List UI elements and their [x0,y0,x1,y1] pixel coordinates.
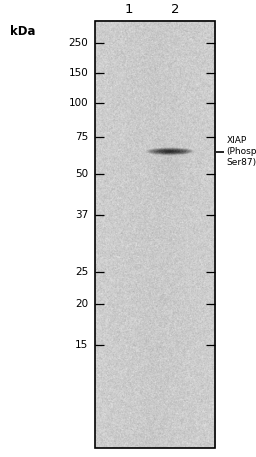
Text: 15: 15 [75,340,88,350]
Text: kDa: kDa [10,25,36,38]
Text: 100: 100 [69,98,88,108]
Bar [95,21,215,448]
Text: 25: 25 [75,267,88,277]
Text: 2: 2 [171,3,180,16]
Text: 20: 20 [75,299,88,309]
Text: 75: 75 [75,132,88,142]
Text: 250: 250 [69,38,88,48]
Text: 150: 150 [69,68,88,78]
Text: XIAP
(Phospho-
Ser87): XIAP (Phospho- Ser87) [227,136,256,167]
Text: 50: 50 [75,169,88,179]
Text: 37: 37 [75,210,88,220]
Text: 1: 1 [125,3,134,16]
